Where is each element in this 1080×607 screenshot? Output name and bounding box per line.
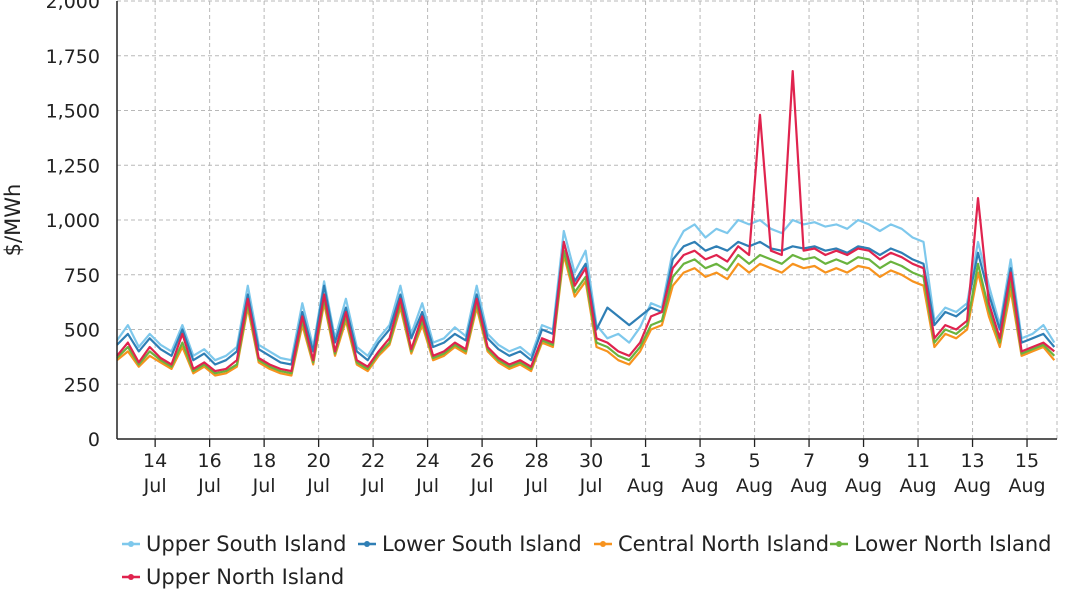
x-tick-label-day: 26 [470, 450, 494, 472]
legend-marker [128, 541, 134, 547]
x-tick-label-day: 28 [525, 450, 549, 472]
series-line-lower-north-island [116, 249, 1056, 375]
x-tick-label-day: 5 [749, 450, 761, 472]
x-tick-label-day: 16 [198, 450, 222, 472]
x-tick-label-day: 20 [307, 450, 331, 472]
x-tick-label-month: Aug [627, 475, 664, 497]
x-tick-label-day: 14 [143, 450, 167, 472]
y-axis-label: $/MWh [1, 184, 25, 257]
x-tick-label-month: Aug [845, 475, 882, 497]
grid [117, 0, 1058, 439]
y-tick-label: 1,000 [46, 210, 100, 232]
x-tick-label-day: 22 [361, 450, 385, 472]
x-tick-label-month: Jul [524, 475, 548, 497]
y-tick-label: 250 [64, 374, 100, 396]
y-tick-label: 1,750 [46, 46, 100, 68]
x-tick-label-day: 18 [252, 450, 276, 472]
x-tick-label-day: 7 [803, 450, 815, 472]
y-tick-label: 1,250 [46, 155, 100, 177]
legend-item-lower-south-island[interactable]: Lower South Island [358, 532, 582, 556]
y-tick-label: 0 [88, 429, 100, 451]
legend-label: Upper South Island [146, 532, 346, 556]
legend-item-upper-north-island[interactable]: Upper North Island [122, 565, 344, 589]
y-tick-label: 750 [64, 265, 100, 287]
y-axis-ticks: 0 250 500 750 1,000 1,250 1,500 1,750 2,000 [46, 0, 100, 451]
series-line-upper-north-island [116, 69, 1055, 373]
legend-label: Lower North Island [854, 532, 1051, 556]
x-tick-label-month: Aug [1008, 475, 1045, 497]
legend-marker [836, 541, 842, 547]
x-tick-label-day: 9 [858, 450, 870, 472]
legend-label: Lower South Island [382, 532, 582, 556]
series-line-upper-south-island [116, 218, 1056, 362]
x-tick-label-day: 15 [1015, 450, 1039, 472]
series-line-lower-south-island [116, 240, 1056, 366]
x-tick-label-day: 3 [694, 450, 706, 472]
x-tick-label-month: Jul [470, 475, 494, 497]
x-tick-label-day: 24 [416, 450, 440, 472]
x-tick-label-month: Aug [682, 475, 719, 497]
x-tick-label-month: Aug [791, 475, 828, 497]
y-tick-label: 500 [64, 320, 100, 342]
x-tick-label-month: Jul [361, 475, 385, 497]
x-tick-label-month: Aug [954, 475, 991, 497]
x-tick-label-month: Jul [415, 475, 439, 497]
x-axis-ticks: 14 Jul 16 Jul 18 Jul 20 Jul 22 Jul 24 Jul 26 Jul 28 Jul… [143, 439, 1046, 497]
legend[interactable]: Upper South Island Lower South Island Cent… [122, 532, 1051, 589]
legend-item-lower-north-island[interactable]: Lower North Island [830, 532, 1051, 556]
legend-marker [128, 574, 134, 580]
x-tick-label-day: 1 [640, 450, 652, 472]
x-tick-label-day: 30 [579, 450, 603, 472]
y-tick-label: 2,000 [46, 0, 100, 13]
legend-label: Central North Island [618, 532, 829, 556]
x-tick-label-month: Jul [252, 475, 276, 497]
x-tick-label-month: Aug [899, 475, 936, 497]
y-tick-label: 1,500 [46, 101, 100, 123]
x-tick-label-month: Jul [579, 475, 603, 497]
legend-item-central-north-island[interactable]: Central North Island [594, 532, 829, 556]
legend-item-upper-south-island[interactable]: Upper South Island [122, 532, 346, 556]
x-tick-label-month: Jul [306, 475, 330, 497]
x-tick-label-day: 11 [906, 450, 930, 472]
legend-marker [600, 541, 606, 547]
x-tick-label-month: Aug [736, 475, 773, 497]
series-lines [116, 69, 1056, 377]
legend-marker [364, 541, 370, 547]
x-tick-label-month: Jul [143, 475, 167, 497]
x-tick-label-month: Jul [197, 475, 221, 497]
x-tick-label-day: 13 [960, 450, 984, 472]
legend-label: Upper North Island [146, 565, 344, 589]
